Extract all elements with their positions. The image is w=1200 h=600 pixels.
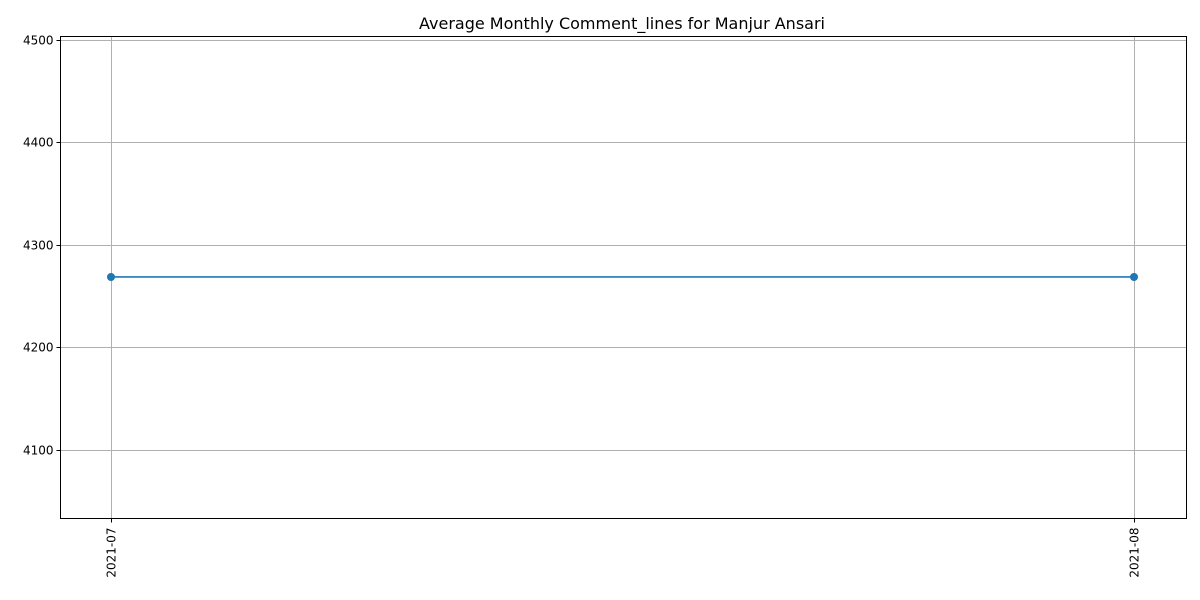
x-tick-label: 2021-07 (105, 528, 119, 578)
y-tick-label: 4500 (23, 34, 54, 48)
axes-frame (60, 36, 1187, 519)
y-tick-label: 4300 (23, 239, 54, 253)
y-tick-label: 4400 (23, 136, 54, 150)
data-point (1130, 272, 1138, 281)
data-point (107, 272, 115, 281)
series-layer (107, 272, 1138, 281)
chart-title: Average Monthly Comment_lines for Manjur… (419, 14, 825, 34)
y-axis: 4100 4200 4300 4400 4500 (23, 34, 61, 458)
x-axis: 2021-07 2021-08 (105, 518, 1142, 578)
x-tick-label: 2021-08 (1128, 528, 1142, 578)
y-tick-label: 4200 (23, 341, 54, 355)
y-tick-label: 4100 (23, 444, 54, 458)
